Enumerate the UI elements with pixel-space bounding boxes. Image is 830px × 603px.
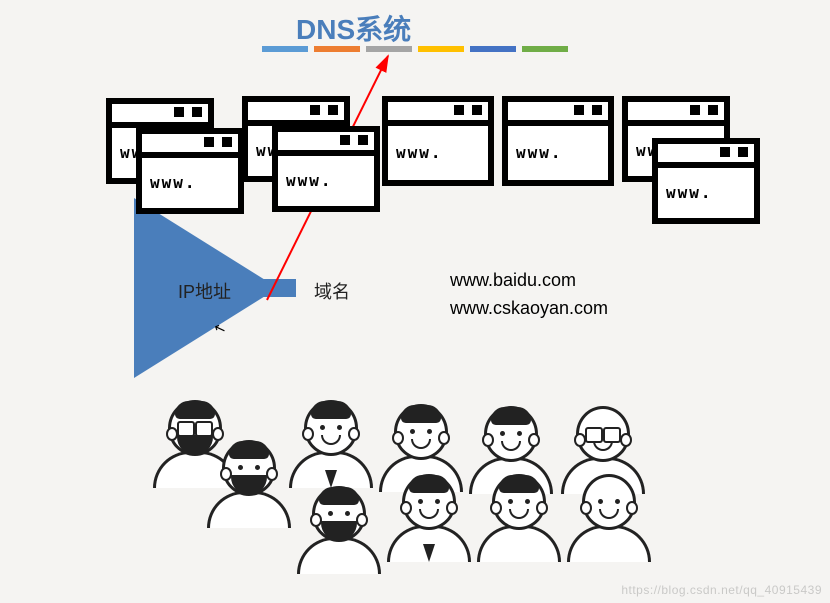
user-avatar-2 <box>288 392 374 488</box>
accent-bar-5 <box>522 46 568 52</box>
page-title: DNS系统 <box>296 8 411 48</box>
user-avatar-3 <box>296 478 382 574</box>
accent-bar-3 <box>418 46 464 52</box>
browser-window-5: www. <box>502 96 614 186</box>
browser-window-4: www. <box>382 96 494 186</box>
accent-bar-2 <box>366 46 412 52</box>
example-url-1: www.baidu.com <box>450 270 576 291</box>
user-avatar-7 <box>476 466 562 562</box>
cursor-icon: ↖ <box>211 319 228 339</box>
user-avatar-9 <box>566 466 652 562</box>
example-url-2: www.cskaoyan.com <box>450 298 608 319</box>
user-avatar-1 <box>206 432 292 528</box>
browser-window-1: www. <box>136 128 244 214</box>
domain-label: 域名 <box>314 278 350 304</box>
user-avatar-5 <box>386 466 472 562</box>
accent-bar-0 <box>262 46 308 52</box>
accent-bar-1 <box>314 46 360 52</box>
ip-label: IP地址 <box>178 278 231 304</box>
watermark: https://blog.csdn.net/qq_40915439 <box>621 583 822 597</box>
browser-window-7: www. <box>652 138 760 224</box>
browser-window-3: www. <box>272 126 380 212</box>
accent-bar-4 <box>470 46 516 52</box>
